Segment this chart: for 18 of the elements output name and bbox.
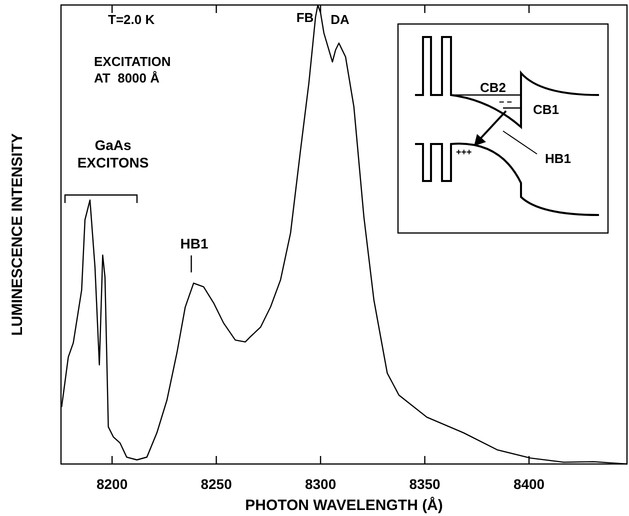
x-axis-title: PHOTON WAVELENGTH (Å)	[245, 496, 443, 514]
annotation: +++	[456, 147, 472, 157]
x-tick-label: 8200	[96, 476, 128, 492]
x-tick-label: 8300	[304, 476, 336, 492]
y-axis-title: LUMINESCENCE INTENSITY	[9, 133, 26, 336]
annotation: T=2.0 K	[108, 12, 156, 27]
annotation: HB1	[545, 151, 572, 166]
annotation: CB1	[533, 102, 560, 117]
annotation: FB	[296, 10, 314, 25]
annotation: − −	[499, 97, 512, 107]
x-tick-label: 8250	[200, 476, 232, 492]
annotation: GaAs EXCITONS	[77, 137, 149, 170]
x-tick-label: 8350	[409, 476, 441, 492]
annotation: EXCITATION AT 8000 Å	[94, 54, 171, 86]
x-tick-label: 8400	[513, 476, 545, 492]
annotation: HB1	[180, 235, 209, 252]
annotation: CB2	[480, 80, 506, 95]
annotation: DA	[330, 12, 350, 27]
